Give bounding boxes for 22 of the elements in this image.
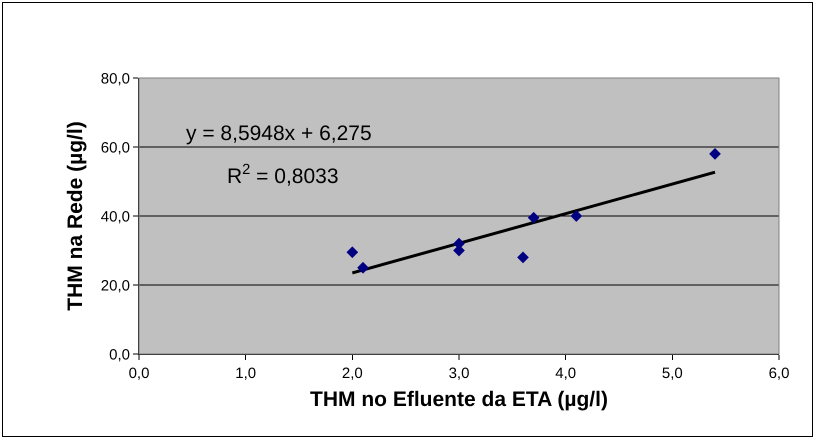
- x-tick-label: 5,0: [662, 365, 683, 382]
- x-tick-label: 1,0: [235, 365, 256, 382]
- x-tick-label: 2,0: [342, 365, 363, 382]
- annotation: R$^{2}$ = 0,8033: [227, 162, 339, 188]
- x-tick-label: 0,0: [128, 365, 150, 382]
- y-tick-label: 40,0: [100, 208, 130, 226]
- y-axis-title: THM na Rede (µg/l): [64, 121, 87, 311]
- annotation: y = 8,5948x + 6,275: [186, 122, 372, 145]
- point: [528, 212, 540, 224]
- point: [357, 262, 369, 274]
- y-tick-label: 20,0: [100, 277, 130, 294]
- y-tick-label: 60,0: [100, 139, 130, 156]
- x-tick-label: 4,0: [555, 365, 576, 382]
- point: [517, 252, 529, 264]
- x-axis-title: THM no Efluente da ETA (µg/l): [310, 388, 608, 412]
- point: [570, 210, 582, 222]
- y-tick-label: 80,0: [100, 70, 130, 88]
- y-tick-label: 0,0: [109, 346, 130, 364]
- point: [709, 148, 721, 160]
- x-tick-label: 3,0: [448, 365, 470, 382]
- x-tick-label: 6,0: [768, 365, 790, 382]
- point: [346, 246, 358, 258]
